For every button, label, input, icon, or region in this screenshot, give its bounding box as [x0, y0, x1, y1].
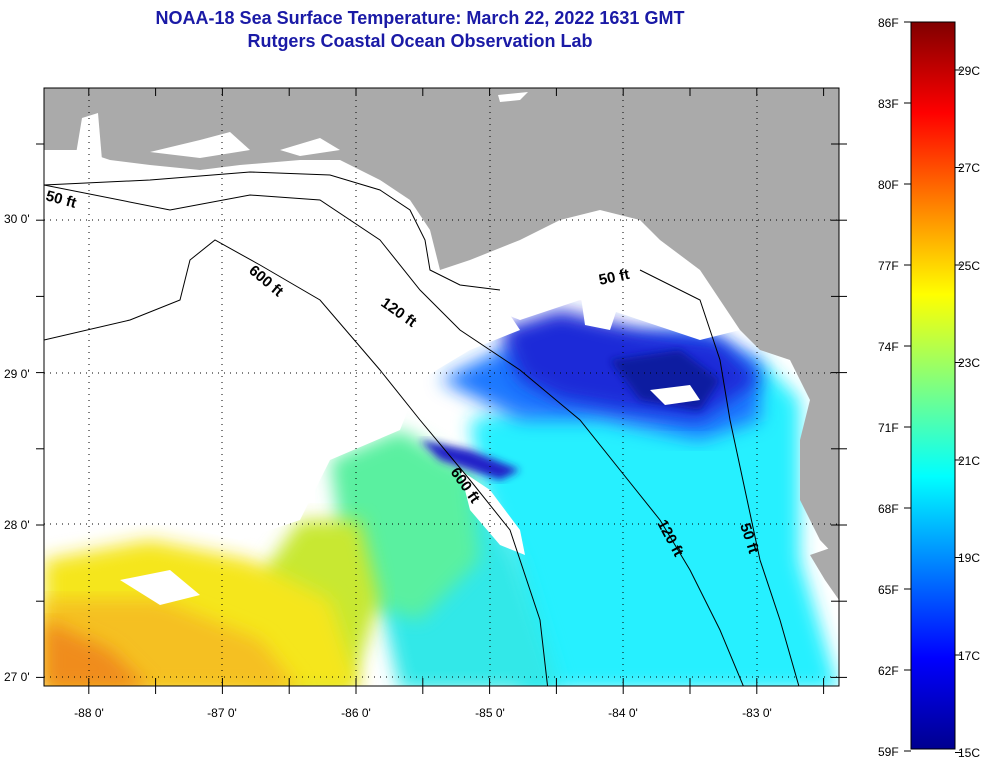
lat-label: 30 0'	[4, 212, 30, 226]
colorbar-c-label: 21C	[958, 454, 980, 468]
colorbar-c-label: 15C	[958, 746, 980, 760]
map-subtitle: Rutgers Coastal Ocean Observation Lab	[247, 31, 593, 51]
lat-label: 28 0'	[4, 518, 30, 532]
colorbar-f-label: 65F	[878, 583, 899, 597]
colorbar-f-label: 83F	[878, 97, 899, 111]
colorbar-f-label: 80F	[878, 178, 899, 192]
colorbar-c-label: 29C	[958, 64, 980, 78]
colorbar-gradient	[910, 21, 956, 750]
colorbar-f-label: 68F	[878, 502, 899, 516]
colorbar-c-label: 23C	[958, 356, 980, 370]
colorbar-f-label: 74F	[878, 340, 899, 354]
colorbar-c-label: 25C	[958, 259, 980, 273]
colorbar-c-label: 19C	[958, 551, 980, 565]
lon-label: -85 0'	[475, 706, 505, 720]
lon-label: -87 0'	[207, 706, 237, 720]
contour-label-50ft-bay: 50 ft	[597, 266, 631, 289]
map-title: NOAA-18 Sea Surface Temperature: March 2…	[155, 8, 685, 28]
lon-label: -84 0'	[608, 706, 638, 720]
graticule	[44, 88, 839, 686]
depth-contours	[44, 171, 800, 686]
cloud-patches	[44, 160, 740, 605]
bays	[75, 92, 528, 160]
lon-label: -86 0'	[341, 706, 371, 720]
lon-label: -83 0'	[742, 706, 772, 720]
colorbar-c-label: 27C	[958, 161, 980, 175]
colorbar-f-label: 62F	[878, 664, 899, 678]
map-frame	[43, 87, 840, 687]
colorbar-f-label: 77F	[878, 259, 899, 273]
lat-label: 27 0'	[4, 670, 30, 684]
colorbar-f-label: 59F	[878, 745, 899, 759]
colorbar-c-label: 17C	[958, 649, 980, 663]
lon-label: -88 0'	[74, 706, 104, 720]
lat-label: 29 0'	[4, 367, 30, 381]
tick-marks	[36, 88, 847, 694]
land	[44, 88, 839, 600]
colorbar-f-label: 71F	[878, 421, 899, 435]
colorbar-f-label: 86F	[878, 16, 899, 30]
